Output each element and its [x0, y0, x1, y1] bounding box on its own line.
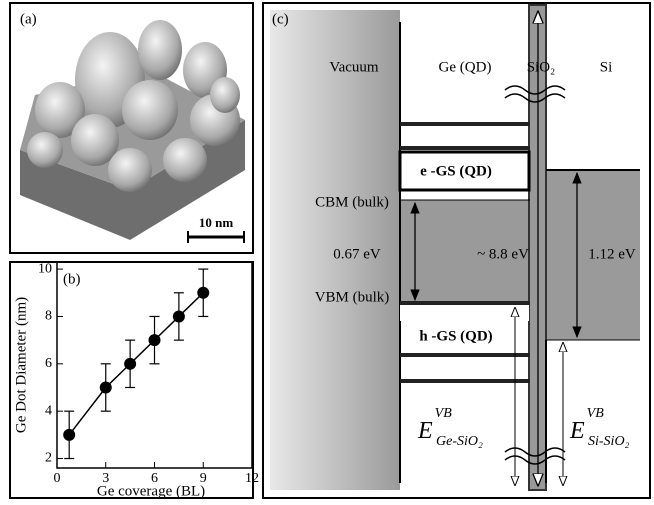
y-tick-label: 2: [45, 451, 52, 466]
vbm-gap: [400, 303, 529, 321]
region-label: Ge (QD): [439, 59, 492, 75]
superscript: VB: [435, 406, 453, 421]
subscript: Ge-SiO₂: [436, 434, 483, 449]
point: [100, 381, 112, 393]
x-tick-label: 9: [200, 471, 207, 486]
panel-label: (b): [63, 271, 81, 287]
x-tick-label: 6: [151, 471, 158, 486]
level-label: e -GS (QD): [420, 163, 492, 179]
point: [149, 334, 161, 346]
symbol: E: [569, 418, 585, 444]
x-tick-label: 3: [102, 471, 109, 486]
level-label: VBM (bulk): [315, 289, 390, 305]
level-label: CBM (bulk): [315, 194, 389, 210]
level-label: h -GS (QD): [419, 328, 492, 344]
y-axis-label: Ge Dot Diameter (nm): [13, 297, 29, 433]
y-tick-label: 6: [45, 356, 52, 371]
point: [63, 429, 75, 441]
y-tick-label: 10: [38, 261, 52, 276]
region-label: Vacuum: [329, 59, 378, 75]
y-tick-label: 8: [45, 309, 52, 324]
afm-panel: (a) 10 nm: [10, 3, 253, 253]
gap-label: 0.67 eV: [333, 246, 381, 262]
x-tick-label: 12: [245, 471, 259, 486]
point: [124, 358, 136, 370]
figure: (a) 10 nm (b) Ge coverage (BL) Ge Dot Di…: [0, 0, 654, 505]
scale-bar-label: 10 nm: [199, 215, 233, 230]
band-diagram: (c) Vacuum Ge (QD) SiO₂ Si e -GS (QD) h …: [263, 3, 650, 498]
x-tick-label: 0: [54, 471, 61, 486]
point: [173, 310, 185, 322]
symbol: E: [417, 418, 433, 444]
region-label: SiO₂: [527, 59, 556, 75]
superscript: VB: [587, 406, 605, 421]
chart-panel: (b) Ge coverage (BL) Ge Dot Diameter (nm…: [10, 261, 259, 499]
subscript: Si-SiO₂: [588, 434, 630, 449]
plot-frame: [57, 262, 252, 468]
panel-label: (a): [20, 11, 37, 27]
region-label: Si: [600, 59, 613, 75]
y-tick-label: 4: [45, 403, 52, 418]
gap-label: 1.12 eV: [588, 246, 636, 262]
panel-label: (c): [272, 11, 289, 27]
gap-label: ~ 8.8 eV: [477, 246, 529, 262]
point: [197, 287, 209, 299]
